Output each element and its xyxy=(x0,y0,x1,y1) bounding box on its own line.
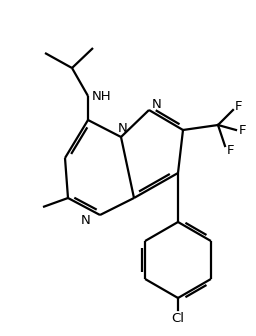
Text: F: F xyxy=(238,124,246,136)
Text: N: N xyxy=(81,213,91,226)
Text: F: F xyxy=(226,143,234,157)
Text: N: N xyxy=(152,97,162,111)
Text: F: F xyxy=(234,99,242,113)
Text: NH: NH xyxy=(92,90,112,103)
Text: N: N xyxy=(118,122,128,134)
Text: Cl: Cl xyxy=(172,311,185,325)
